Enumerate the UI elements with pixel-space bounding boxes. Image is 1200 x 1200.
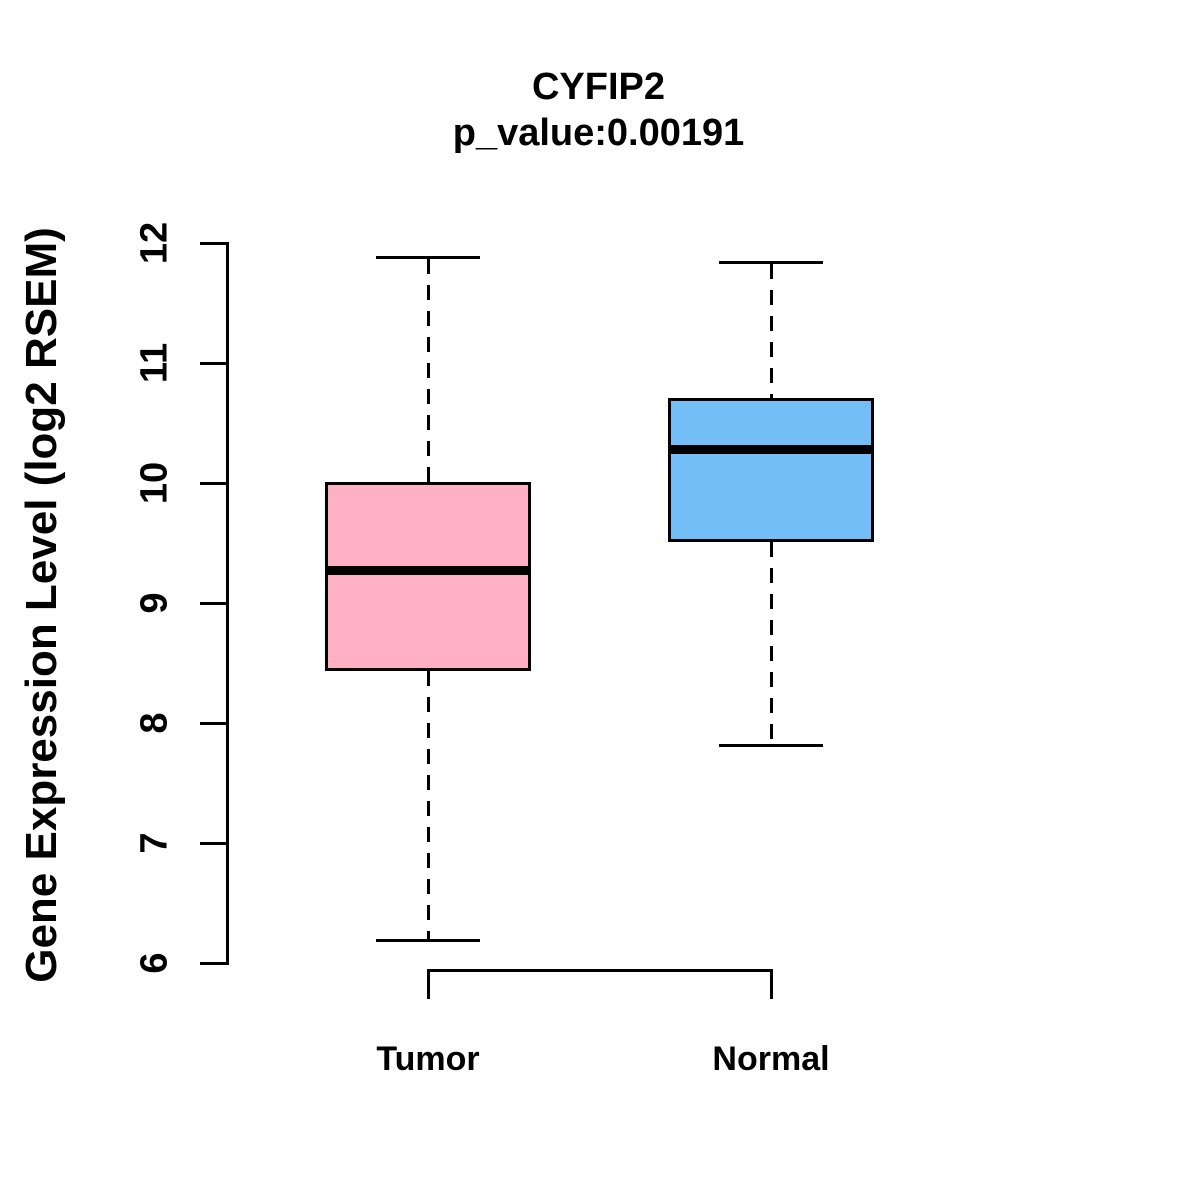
median-line-normal: [668, 444, 874, 454]
x-axis-bracket: [426, 969, 773, 999]
chart-title-block: CYFIP2 p_value:0.00191: [222, 64, 975, 156]
lower-whisker-line-normal: [769, 541, 773, 745]
box-normal: [668, 397, 874, 542]
y-axis-tick: [200, 481, 226, 485]
upper-whisker-cap-tumor: [376, 255, 480, 259]
chart-subtitle-pvalue: p_value:0.00191: [452, 112, 745, 154]
box-tumor: [325, 481, 531, 672]
upper-whisker-cap-normal: [719, 260, 823, 264]
chart-title: CYFIP2: [531, 66, 666, 108]
y-axis-title: Gene Expression Level (log2 RSEM): [17, 227, 66, 983]
y-axis-tick-label: 9: [133, 592, 176, 614]
x-category-label-normal: Normal: [712, 1040, 830, 1078]
y-axis-tick-label: 11: [133, 342, 176, 384]
y-axis-tick: [200, 841, 226, 845]
y-axis-tick: [200, 601, 226, 605]
y-axis-tick: [200, 241, 226, 245]
lower-whisker-cap-tumor: [376, 938, 480, 942]
y-axis-tick-label: 7: [133, 832, 176, 854]
y-axis-tick: [200, 961, 226, 965]
median-line-tumor: [325, 566, 531, 576]
lower-whisker-line-tumor: [426, 671, 430, 939]
y-axis-tick-label: 12: [133, 221, 176, 265]
y-axis-tick: [200, 361, 226, 365]
x-category-label-tumor: Tumor: [376, 1040, 480, 1078]
lower-whisker-cap-normal: [719, 744, 823, 748]
y-axis-tick-label: 10: [133, 461, 176, 505]
y-axis-tick-label: 6: [133, 952, 176, 974]
y-axis-tick: [200, 721, 226, 725]
y-axis-line: [226, 241, 229, 965]
y-axis-tick-label: 8: [133, 712, 176, 734]
upper-whisker-line-tumor: [426, 258, 430, 482]
upper-whisker-line-normal: [769, 263, 773, 398]
